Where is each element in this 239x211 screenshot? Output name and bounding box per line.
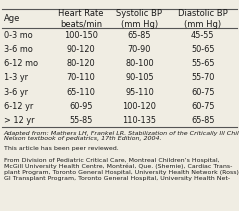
Text: 60-75: 60-75 bbox=[191, 102, 214, 111]
Text: 3-6 mo: 3-6 mo bbox=[4, 45, 33, 54]
Text: 80-120: 80-120 bbox=[66, 59, 95, 68]
Text: 100-120: 100-120 bbox=[122, 102, 156, 111]
Text: 50-65: 50-65 bbox=[191, 45, 214, 54]
Text: 6-12 yr: 6-12 yr bbox=[4, 102, 33, 111]
Text: Diastolic BP
(mm Hg): Diastolic BP (mm Hg) bbox=[178, 9, 228, 29]
Text: 65-110: 65-110 bbox=[66, 88, 95, 97]
Text: 90-120: 90-120 bbox=[66, 45, 95, 54]
Text: 100-150: 100-150 bbox=[64, 31, 98, 40]
Text: Age: Age bbox=[4, 15, 20, 23]
Text: 0-3 mo: 0-3 mo bbox=[4, 31, 32, 40]
Text: > 12 yr: > 12 yr bbox=[4, 116, 34, 125]
Text: 95-110: 95-110 bbox=[125, 88, 154, 97]
Text: 70-90: 70-90 bbox=[128, 45, 151, 54]
Text: 70-110: 70-110 bbox=[66, 73, 95, 83]
Text: 60-95: 60-95 bbox=[69, 102, 92, 111]
Text: Heart Rate
beats/min: Heart Rate beats/min bbox=[58, 9, 103, 29]
Text: 65-85: 65-85 bbox=[191, 116, 214, 125]
Text: 60-75: 60-75 bbox=[191, 88, 214, 97]
Text: Systolic BP
(mm Hg): Systolic BP (mm Hg) bbox=[116, 9, 163, 29]
Text: 45-55: 45-55 bbox=[191, 31, 214, 40]
Text: 6-12 mo: 6-12 mo bbox=[4, 59, 38, 68]
Text: 55-70: 55-70 bbox=[191, 73, 214, 83]
Text: 55-65: 55-65 bbox=[191, 59, 214, 68]
Text: 1-3 yr: 1-3 yr bbox=[4, 73, 27, 83]
Text: 110-135: 110-135 bbox=[122, 116, 156, 125]
Text: 90-105: 90-105 bbox=[125, 73, 154, 83]
Text: Adapted from: Mathers LH, Frankel LR. Stabilization of the Critically Ill Child.: Adapted from: Mathers LH, Frankel LR. St… bbox=[4, 131, 239, 141]
Text: 3-6 yr: 3-6 yr bbox=[4, 88, 27, 97]
Text: This article has been peer reviewed.

From Division of Pediatric Critical Care, : This article has been peer reviewed. Fro… bbox=[4, 146, 239, 181]
Text: 65-85: 65-85 bbox=[128, 31, 151, 40]
Text: 80-100: 80-100 bbox=[125, 59, 154, 68]
Text: 55-85: 55-85 bbox=[69, 116, 92, 125]
